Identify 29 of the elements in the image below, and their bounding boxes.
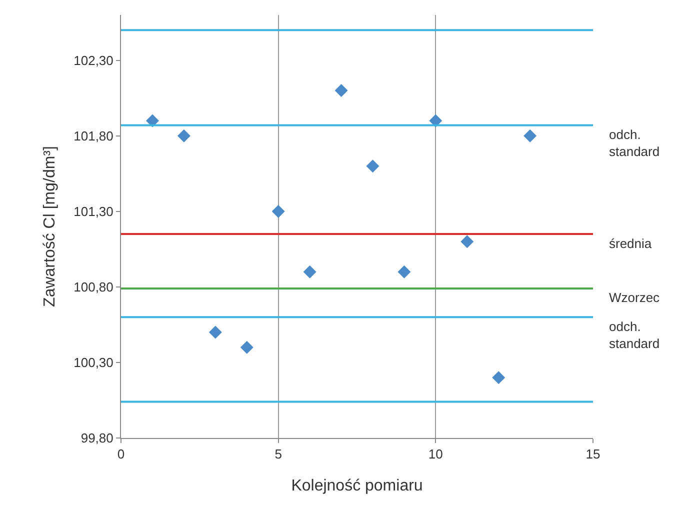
y-tick-label: 101,80 (74, 128, 114, 144)
x-tick-label: 0 (117, 446, 125, 462)
point (366, 160, 380, 173)
point (303, 265, 316, 278)
y-axis-title: Zawartość Cl [mg/dm³] (42, 146, 59, 307)
y-tick-label: 100,30 (74, 355, 114, 370)
ref-line-label: średnia (609, 236, 652, 251)
point (240, 340, 254, 354)
y-tick-label: 99,80 (80, 430, 114, 446)
point (429, 114, 442, 128)
x-tick-label: 15 (586, 446, 600, 462)
point (460, 235, 474, 248)
point (334, 84, 348, 98)
ref-line-label: Wzorzec (609, 290, 660, 305)
y-tick-label: 101,30 (74, 204, 114, 219)
point (272, 204, 285, 218)
point (524, 129, 537, 142)
x-tick-label: 10 (428, 446, 443, 462)
y-tick-label: 100,80 (74, 279, 114, 294)
point (146, 114, 159, 128)
x-tick-label: 5 (274, 446, 282, 462)
ref-line-label: odch. standard (609, 319, 660, 351)
point (177, 129, 190, 142)
x-axis-title: Kolejność pomiaru (291, 477, 423, 494)
y-tick-label: 102,30 (74, 52, 114, 68)
ref-line-label: odch. standard (609, 127, 660, 159)
point (398, 265, 411, 278)
point (492, 371, 506, 384)
point (208, 326, 222, 339)
